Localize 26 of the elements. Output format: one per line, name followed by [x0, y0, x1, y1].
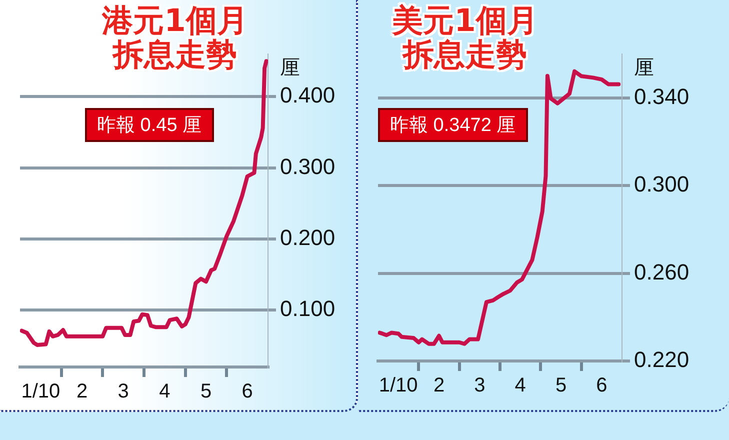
x-tick-label: 1/10: [378, 374, 418, 397]
y-tick-label: 0.300: [280, 154, 336, 179]
x-tick-label: 6: [242, 380, 253, 403]
y-tick-label: 0.340: [634, 84, 690, 109]
y-tick-label: 0.100: [280, 296, 336, 322]
y-axis-title: 厘: [280, 57, 300, 79]
y-axis-title: 厘: [634, 57, 654, 79]
y-tick-label: 0.300: [634, 172, 690, 197]
x-tick-label: 5: [200, 380, 212, 403]
x-tick-label: 3: [118, 380, 129, 403]
x-tick-label: 3: [474, 374, 486, 397]
x-tick-label: 4: [514, 374, 526, 397]
y-tick-label: 0.400: [280, 82, 336, 108]
y-tick-label: 0.200: [280, 225, 336, 250]
x-tick-label: 5: [555, 374, 567, 397]
chart-title: 港元1個月拆息走勢: [100, 3, 249, 73]
annotation: 昨報 0.3472 厘: [378, 108, 528, 142]
annotation: 昨報 0.45 厘: [85, 108, 214, 142]
y-tick-label: 0.220: [634, 347, 690, 372]
x-tick-label: 2: [433, 374, 445, 397]
y-tick-label: 0.260: [634, 259, 690, 284]
x-tick-label: 4: [159, 380, 170, 403]
chart-title: 美元1個月拆息走勢: [390, 3, 539, 73]
x-tick-label: 2: [76, 380, 88, 403]
x-tick-label: 6: [596, 374, 608, 397]
x-tick-label: 1/10: [21, 380, 60, 403]
